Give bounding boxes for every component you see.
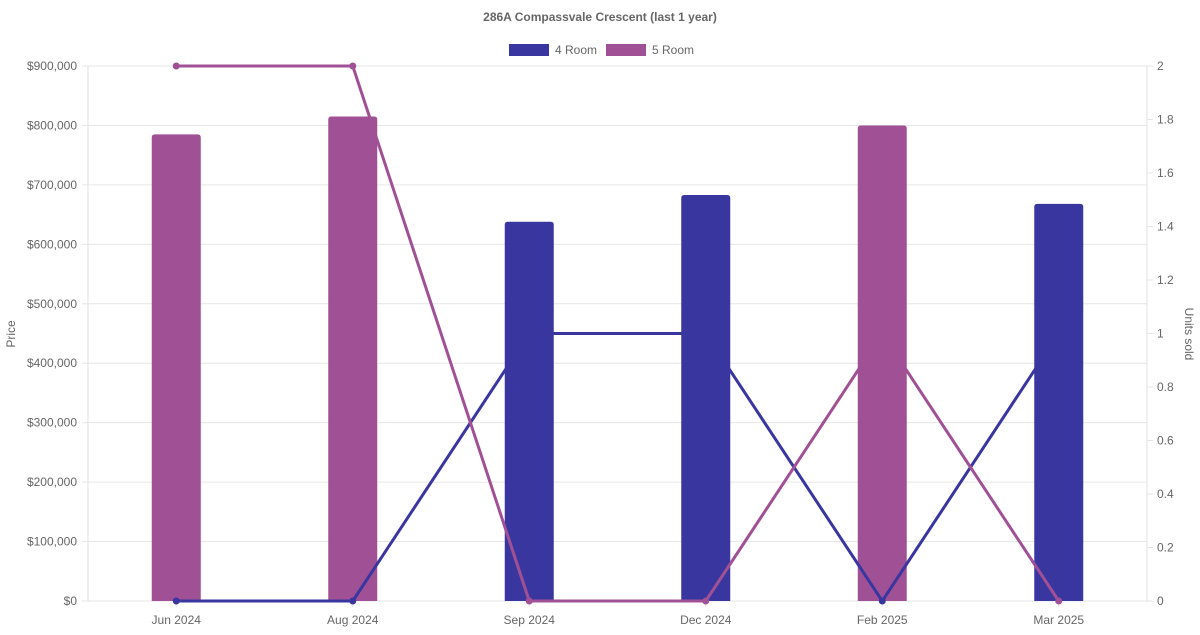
- y-right-tick-label: 0.2: [1157, 541, 1174, 555]
- units-lines: [172, 62, 1063, 605]
- units-sold-point: [878, 330, 886, 337]
- legend-swatch[interactable]: [606, 44, 646, 56]
- units-sold-point: [702, 330, 710, 337]
- units-sold-line: [176, 64, 1061, 603]
- legend-label[interactable]: 5 Room: [652, 43, 694, 57]
- units-sold-point: [172, 597, 180, 605]
- x-tick-label: Jun 2024: [152, 613, 202, 627]
- price-bar: [151, 134, 201, 601]
- y-left-tick-label: $0: [64, 594, 78, 608]
- y-left-tick-label: $600,000: [27, 237, 77, 251]
- units-sold-point: [1055, 597, 1063, 605]
- y-left-tick-label: $200,000: [27, 475, 77, 489]
- legend-swatch[interactable]: [509, 44, 549, 56]
- y-left-tick-label: $800,000: [27, 118, 77, 132]
- units-sold-point: [702, 597, 710, 605]
- y-left-tick-label: $100,000: [27, 535, 77, 549]
- y-left-tick-label: $400,000: [27, 356, 77, 370]
- units-sold-point: [525, 330, 533, 337]
- right-axis-ticks: 0 0.2 0.4 0.6 0.8 1 1.2 1.4 1.6 1.8 2: [1157, 59, 1174, 608]
- x-axis-ticks: Jun 2024 Aug 2024 Sep 2024 Dec 2024 Feb 2025…: [152, 613, 1085, 627]
- x-tick-label: Mar 2025: [1033, 613, 1084, 627]
- y-right-tick-label: 1.8: [1157, 113, 1174, 127]
- y-right-tick-label: 0.8: [1157, 380, 1174, 394]
- y-right-tick-label: 1.4: [1157, 220, 1174, 234]
- legend: 4 Room 5 Room: [509, 43, 694, 57]
- y-axis-right-label: Units sold: [1182, 308, 1196, 361]
- units-sold-line: [176, 332, 1061, 603]
- x-tick-label: Sep 2024: [504, 613, 556, 627]
- y-left-tick-label: $700,000: [27, 178, 77, 192]
- y-right-tick-label: 1: [1157, 327, 1164, 341]
- y-right-tick-label: 1.6: [1157, 166, 1174, 180]
- units-sold-point: [1055, 330, 1063, 337]
- price-bar: [857, 125, 907, 601]
- chart-title: 286A Compassvale Crescent (last 1 year): [483, 10, 717, 24]
- units-sold-point: [349, 62, 357, 70]
- units-sold-point: [349, 597, 357, 605]
- price-bar: [681, 194, 731, 601]
- left-axis-ticks: $0 $100,000 $200,000 $300,000 $400,000 $500,0…: [27, 59, 77, 608]
- price-bar: [328, 116, 378, 602]
- price-bar: [504, 221, 554, 601]
- x-tick-label: Feb 2025: [857, 613, 908, 627]
- units-sold-point: [878, 597, 886, 605]
- y-right-tick-label: 0: [1157, 594, 1164, 608]
- y-left-tick-label: $300,000: [27, 416, 77, 430]
- y-right-tick-label: 1.2: [1157, 273, 1174, 287]
- x-tick-label: Dec 2024: [680, 613, 732, 627]
- units-sold-point: [525, 597, 533, 605]
- grid-lines: [82, 65, 1153, 607]
- units-sold-point: [172, 62, 180, 70]
- legend-label[interactable]: 4 Room: [555, 43, 597, 57]
- x-tick-label: Aug 2024: [327, 613, 379, 627]
- y-right-tick-label: 2: [1157, 59, 1164, 73]
- price-bars: [151, 116, 1084, 602]
- y-right-tick-label: 0.6: [1157, 434, 1174, 448]
- price-bar: [1034, 203, 1084, 601]
- y-axis-left-label: Price: [4, 320, 18, 348]
- y-left-tick-label: $500,000: [27, 297, 77, 311]
- y-left-tick-label: $900,000: [27, 59, 77, 73]
- y-right-tick-label: 0.4: [1157, 487, 1174, 501]
